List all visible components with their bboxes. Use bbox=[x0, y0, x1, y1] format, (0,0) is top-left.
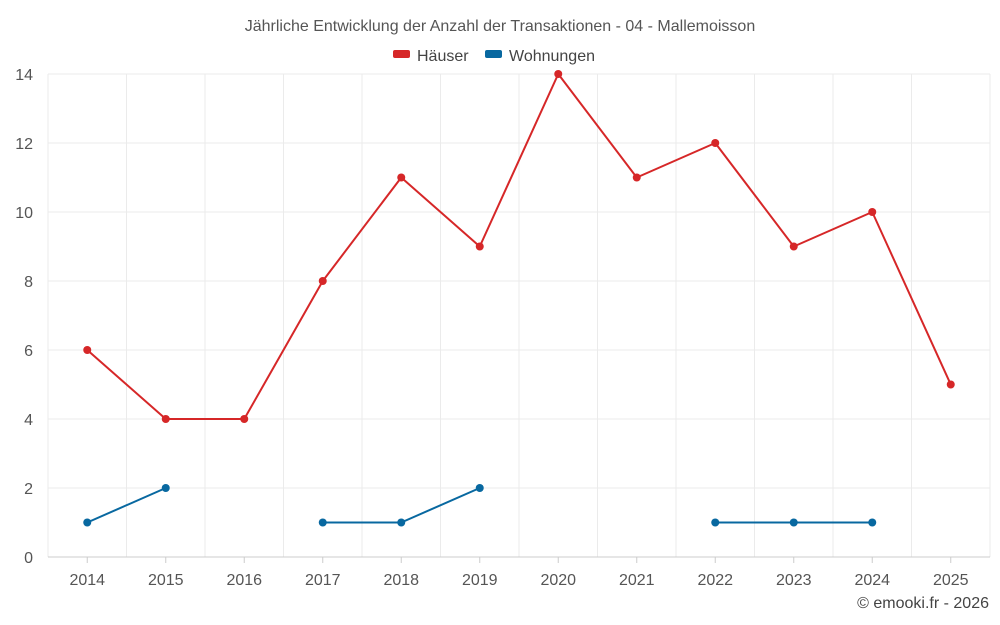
legend-swatch bbox=[393, 50, 410, 58]
y-tick-label: 4 bbox=[24, 412, 33, 429]
data-point bbox=[318, 518, 327, 527]
series-line bbox=[322, 487, 481, 524]
data-point bbox=[161, 415, 170, 423]
chart-title: Jährliche Entwicklung der Anzahl der Tra… bbox=[245, 18, 755, 35]
series-line bbox=[86, 73, 952, 420]
x-tick-label: 2019 bbox=[462, 572, 498, 589]
data-point bbox=[475, 484, 484, 492]
x-tick-label: 2023 bbox=[776, 572, 812, 589]
y-tick-label: 10 bbox=[15, 205, 33, 222]
data-point bbox=[632, 173, 641, 182]
data-point bbox=[318, 277, 327, 285]
data-point bbox=[789, 242, 798, 251]
legend-label: Wohnungen bbox=[509, 48, 595, 65]
x-tick-label: 2025 bbox=[933, 572, 969, 589]
x-tick-label: 2018 bbox=[383, 572, 419, 589]
x-tick-label: 2015 bbox=[148, 572, 184, 589]
x-tick-label: 2016 bbox=[226, 572, 262, 589]
series-wohnungen bbox=[83, 484, 877, 527]
data-point bbox=[946, 380, 955, 389]
legend-label: Häuser bbox=[417, 48, 469, 65]
y-tick-label: 0 bbox=[24, 550, 33, 567]
data-point bbox=[161, 484, 170, 492]
data-point bbox=[554, 70, 563, 78]
legend-item: Wohnungen bbox=[485, 48, 595, 65]
x-tick-label: 2020 bbox=[540, 572, 576, 589]
series-line bbox=[86, 487, 167, 524]
data-point bbox=[789, 518, 798, 527]
data-point bbox=[868, 518, 877, 527]
y-tick-label: 6 bbox=[24, 343, 33, 360]
axes: 0 2 4 6 8 10 12 14 2014 2015 2016 2017 2018 2019 2020 2… bbox=[15, 67, 990, 589]
y-tick-label: 8 bbox=[24, 274, 33, 291]
grid bbox=[47, 73, 991, 557]
credit-text: © emooki.fr - 2026 bbox=[857, 595, 989, 612]
data-point bbox=[83, 346, 92, 354]
data-point bbox=[868, 208, 877, 216]
legend: Häuser Wohnungen bbox=[393, 48, 595, 65]
x-tick-label: 2022 bbox=[697, 572, 733, 589]
x-tick-label: 2021 bbox=[619, 572, 655, 589]
legend-item: Häuser bbox=[393, 48, 469, 65]
data-point bbox=[240, 415, 249, 423]
x-tick-label: 2017 bbox=[305, 572, 341, 589]
x-tick-label: 2024 bbox=[854, 572, 890, 589]
data-point bbox=[711, 518, 720, 527]
data-point bbox=[711, 139, 720, 147]
x-tick-label: 2014 bbox=[69, 572, 105, 589]
y-tick-label: 2 bbox=[24, 481, 33, 498]
data-point bbox=[475, 242, 484, 251]
series-group bbox=[83, 70, 955, 527]
y-tick-label: 14 bbox=[15, 67, 33, 84]
data-point bbox=[83, 518, 92, 527]
data-point bbox=[397, 518, 406, 527]
series-haeuser bbox=[83, 70, 955, 423]
y-tick-label: 12 bbox=[15, 136, 33, 153]
legend-swatch bbox=[485, 50, 502, 58]
data-point bbox=[397, 173, 406, 182]
